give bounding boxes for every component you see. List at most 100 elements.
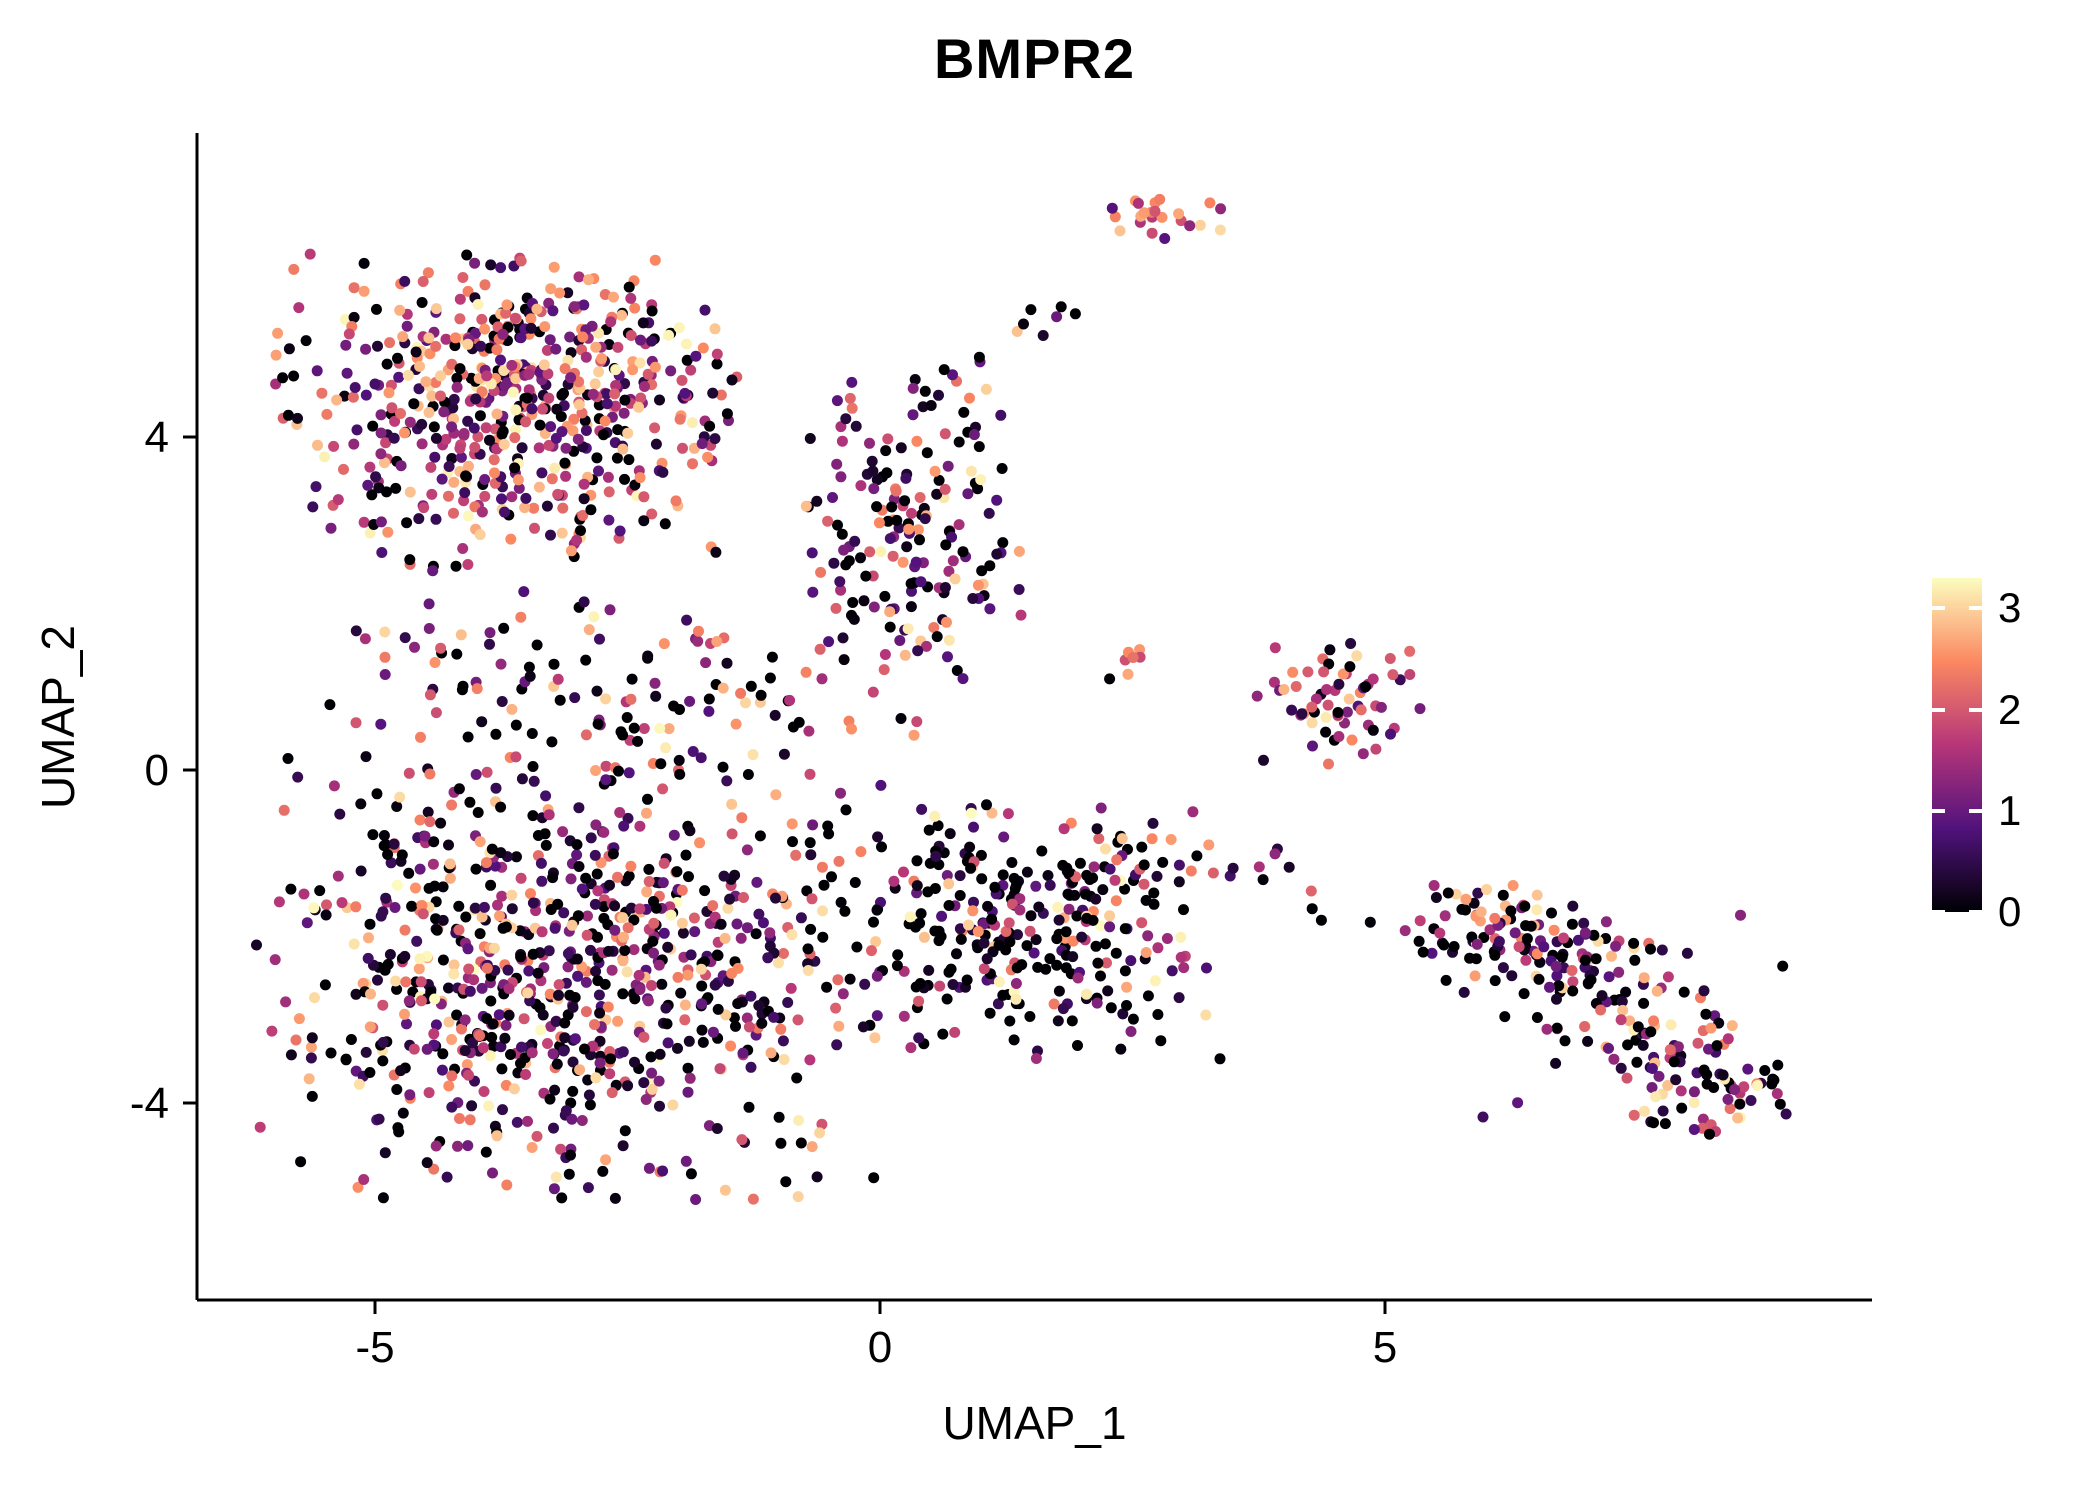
data-point <box>1030 880 1042 892</box>
data-point <box>580 729 592 741</box>
data-point <box>576 1115 588 1126</box>
data-point <box>685 949 697 961</box>
data-point <box>391 983 403 995</box>
data-point <box>462 943 474 955</box>
data-point <box>518 1013 530 1025</box>
data-point <box>1477 1111 1489 1123</box>
data-point <box>272 327 284 339</box>
data-point <box>458 495 470 507</box>
data-point <box>1489 975 1501 987</box>
data-point <box>316 387 328 399</box>
data-point <box>816 861 828 873</box>
data-point <box>554 287 566 299</box>
data-point <box>933 935 945 947</box>
data-point <box>508 1083 520 1095</box>
data-point <box>801 885 813 897</box>
data-point <box>520 416 532 428</box>
data-point <box>324 699 336 711</box>
data-point <box>871 904 883 916</box>
data-point <box>711 348 723 360</box>
data-point <box>548 1183 560 1195</box>
data-point <box>1060 926 1072 938</box>
data-point <box>1387 669 1399 681</box>
data-point <box>526 1047 538 1059</box>
data-point <box>1119 965 1131 977</box>
data-point <box>440 333 452 345</box>
data-point <box>285 1049 297 1061</box>
data-point <box>1622 1039 1634 1051</box>
data-point <box>389 902 401 913</box>
data-point <box>633 969 645 981</box>
data-point <box>1546 907 1557 919</box>
data-point <box>1278 684 1290 695</box>
data-point <box>1697 1113 1709 1125</box>
data-point <box>647 935 659 947</box>
data-point <box>609 1192 621 1204</box>
data-point <box>654 723 666 734</box>
data-point <box>903 523 915 535</box>
data-point <box>450 332 461 344</box>
data-point <box>657 783 669 795</box>
data-point <box>1320 726 1332 738</box>
data-point <box>962 488 974 500</box>
data-point <box>821 981 833 993</box>
data-point <box>1489 912 1501 924</box>
data-point <box>560 442 572 454</box>
data-point <box>917 401 929 413</box>
data-point <box>545 529 556 541</box>
data-point <box>292 771 304 783</box>
data-point <box>464 985 476 997</box>
data-point <box>556 1192 568 1204</box>
data-point <box>362 479 374 491</box>
data-point <box>923 964 935 976</box>
data-point <box>448 507 459 519</box>
data-point <box>476 982 488 994</box>
data-point <box>515 332 527 344</box>
data-point <box>481 1013 493 1024</box>
data-point <box>641 807 652 819</box>
data-point <box>1367 673 1379 685</box>
data-point <box>1489 949 1501 961</box>
data-point <box>770 789 782 801</box>
data-point <box>662 941 674 953</box>
data-point <box>715 389 727 401</box>
data-point <box>942 651 953 663</box>
data-point <box>1648 1117 1659 1129</box>
data-point <box>416 418 428 430</box>
data-point <box>436 1064 448 1076</box>
data-point <box>437 954 449 966</box>
data-point <box>375 427 387 439</box>
data-point <box>770 892 781 904</box>
data-point <box>328 780 340 792</box>
data-point <box>382 849 394 860</box>
data-point <box>1548 924 1560 936</box>
data-point <box>945 963 957 975</box>
data-point <box>996 463 1008 474</box>
data-point <box>844 973 856 985</box>
data-point <box>782 997 794 1008</box>
data-point <box>642 995 654 1007</box>
data-point <box>1014 904 1026 916</box>
data-point <box>480 422 492 434</box>
data-point <box>692 635 704 647</box>
data-point <box>601 398 613 410</box>
data-point <box>1624 1015 1636 1027</box>
data-point <box>424 816 436 828</box>
data-point <box>928 622 940 633</box>
data-point <box>625 860 637 872</box>
data-point <box>461 249 473 261</box>
data-point <box>350 901 362 913</box>
data-point <box>571 839 583 851</box>
data-point <box>1138 207 1150 219</box>
data-point <box>569 1033 581 1045</box>
data-point <box>505 1049 516 1060</box>
data-point <box>484 627 496 639</box>
data-point <box>662 1037 674 1049</box>
data-point <box>921 640 932 652</box>
data-point <box>545 283 557 295</box>
data-point <box>753 1000 765 1012</box>
data-point <box>511 1116 523 1128</box>
data-point <box>603 945 615 957</box>
data-point <box>448 393 460 405</box>
data-point <box>523 368 535 380</box>
